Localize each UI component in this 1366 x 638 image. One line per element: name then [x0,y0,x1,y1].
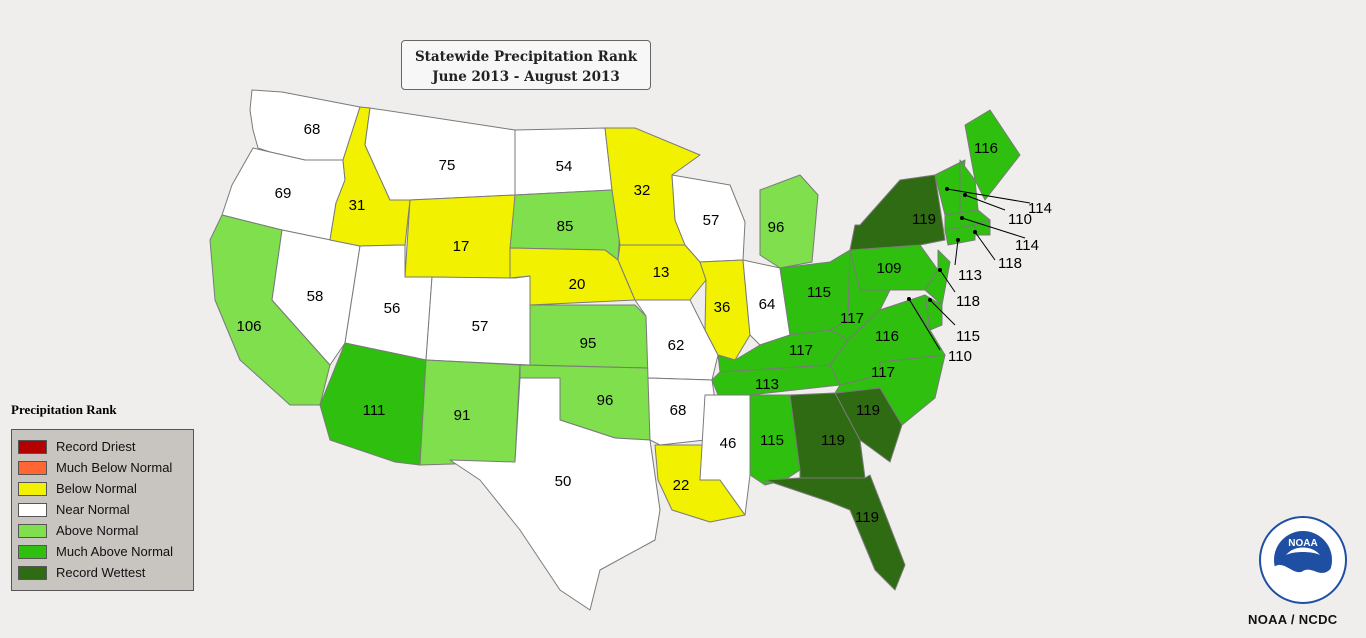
rank-label-new-jersey: 118 [956,293,980,310]
leader-line-new-hampshire [964,194,1006,211]
legend-title: Precipitation Rank [11,402,117,417]
rank-label-illinois: 36 [714,299,731,316]
rank-label-ohio: 115 [807,284,831,301]
rank-label-colorado: 57 [472,318,489,335]
rank-label-connecticut: 113 [958,267,982,284]
map-title-line1: Statewide Precipitation Rank [414,49,638,65]
rank-label-west-virginia: 117 [840,310,864,327]
state-new-jersey [924,249,951,306]
rank-label-new-mexico: 91 [454,407,471,424]
state-florida [764,474,906,591]
legend-label: Above Normal [56,523,139,538]
legend-item-above-normal: Above Normal [12,520,193,541]
state-maine [964,109,1021,201]
leader-line-massachusetts [961,217,1026,239]
rank-label-maryland: 110 [948,348,972,365]
legend-item-near-normal: Near Normal [12,499,193,520]
rank-label-missouri: 62 [668,337,685,354]
legend-label: Below Normal [56,481,137,496]
legend-label: Much Below Normal [56,460,173,475]
legend-item-much-above-normal: Much Above Normal [12,541,193,562]
state-texas [449,377,661,611]
state-new-york [849,174,946,251]
noaa-logo-text: NOAA [1288,538,1317,549]
rank-label-vermont: 114 [1028,200,1052,217]
rank-label-montana: 75 [439,157,456,174]
rank-label-louisiana: 22 [673,477,690,494]
rank-label-nebraska: 20 [569,276,586,293]
leader-line-vermont [946,188,1031,204]
rank-label-north-dakota: 54 [556,158,573,175]
rank-label-oklahoma: 96 [597,392,614,409]
legend-swatch [18,502,47,517]
rank-label-south-dakota: 85 [557,218,574,235]
legend-item-record-wettest: Record Wettest [12,562,193,583]
legend-item-much-below-normal: Much Below Normal [12,457,193,478]
leader-line-delaware [929,299,956,326]
rank-label-virginia: 116 [875,328,899,345]
rank-label-arizona: 111 [363,402,386,419]
rank-label-arkansas: 68 [670,402,687,419]
rank-label-alabama: 115 [760,432,784,449]
rank-label-wisconsin: 57 [703,212,720,229]
leader-line-new-jersey [939,269,956,293]
rank-label-florida: 119 [855,509,879,526]
legend-swatch [18,460,47,475]
rank-label-new-hampshire: 110 [1008,211,1032,228]
rank-label-north-carolina: 117 [871,364,895,381]
leader-line-connecticut [954,239,959,266]
state-missouri [634,299,719,381]
legend-item-record-driest: Record Driest [12,436,193,457]
map-title-line2: June 2013 - August 2013 [432,69,620,85]
map-title: Statewide Precipitation Rank June 2013 -… [401,40,651,90]
state-connecticut [944,224,976,246]
rank-label-kentucky: 117 [789,342,813,359]
rank-label-mississippi: 46 [720,435,737,452]
rank-label-utah: 56 [384,300,401,317]
rank-label-wyoming: 17 [453,238,470,255]
rank-label-iowa: 13 [653,264,670,281]
state-michigan [759,174,819,269]
rank-label-idaho: 31 [349,197,366,214]
legend: Record Driest Much Below Normal Below No… [11,429,194,591]
rank-label-tennessee: 113 [755,376,779,393]
rank-label-oregon: 69 [275,185,292,202]
leader-line-maryland [908,298,941,351]
rank-label-maine: 116 [974,140,998,157]
legend-item-below-normal: Below Normal [12,478,193,499]
state-wyoming [404,194,516,279]
legend-label: Record Driest [56,439,136,454]
state-montana [364,107,516,201]
legend-label: Record Wettest [56,565,146,580]
legend-swatch [18,439,47,454]
rank-label-minnesota: 32 [634,182,651,199]
legend-label: Much Above Normal [56,544,174,559]
legend-swatch [18,481,47,496]
rank-label-pennsylvania: 109 [876,260,901,277]
rank-label-michigan: 96 [768,219,785,236]
noaa-logo-icon: NOAA [1259,516,1347,604]
rank-label-washington: 68 [304,121,321,138]
legend-swatch [18,523,47,538]
legend-label: Near Normal [56,502,130,517]
rank-label-nevada: 58 [307,288,324,305]
rank-label-rhode-island: 118 [998,255,1022,272]
legend-swatch [18,565,47,580]
rank-label-california: 106 [236,318,261,335]
legend-swatch [18,544,47,559]
credit-text: NOAA / NCDC [1248,612,1338,627]
rank-label-indiana: 64 [759,296,776,313]
rank-label-kansas: 95 [580,335,597,352]
rank-label-south-carolina: 119 [856,402,880,419]
state-nebraska [509,247,636,306]
rank-label-massachusetts: 114 [1015,237,1039,254]
rank-label-new-york: 119 [912,211,936,228]
rank-label-georgia: 119 [821,432,845,449]
rank-label-delaware: 115 [956,328,980,345]
leader-line-rhode-island [974,231,996,261]
rank-label-texas: 50 [555,473,572,490]
